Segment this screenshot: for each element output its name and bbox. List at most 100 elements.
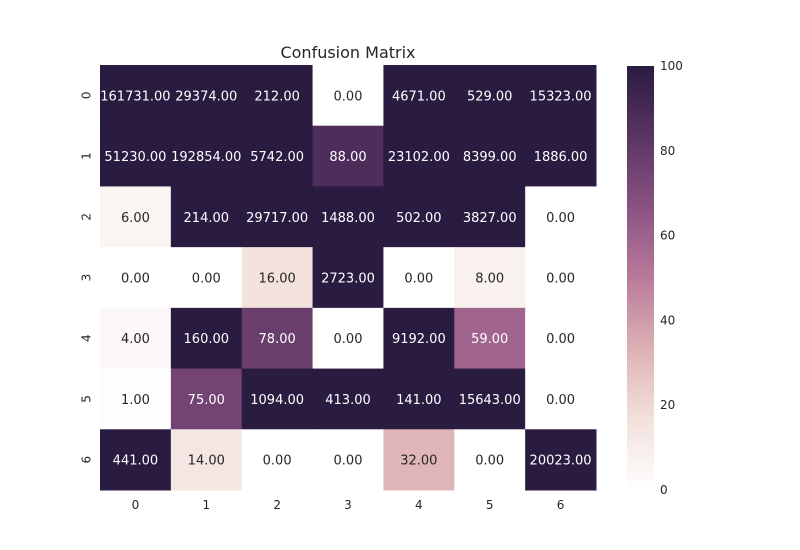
heatmap-cell <box>312 65 384 127</box>
heatmap-cell <box>383 186 455 248</box>
heatmap-cells: 161731.00 29374.00 212.00 0.00 4671.00 529.00… <box>100 65 597 491</box>
cell-value-label: 1488.00 <box>321 211 375 226</box>
x-tick-label: 3 <box>344 498 352 512</box>
y-tick-label: 1 <box>80 152 94 160</box>
heatmap-cell <box>454 125 526 187</box>
y-tick-label: 6 <box>80 456 94 464</box>
cell-value-label: 20023.00 <box>530 454 592 469</box>
cell-value-label: 51230.00 <box>104 150 166 165</box>
cell-value-label: 413.00 <box>325 393 371 408</box>
cell-value-label: 0.00 <box>121 272 150 287</box>
cell-value-label: 0.00 <box>192 272 221 287</box>
heatmap-cell <box>454 65 526 127</box>
heatmap-cell <box>312 186 384 248</box>
x-tick-label: 0 <box>132 498 140 512</box>
heatmap-cell <box>241 307 314 370</box>
heatmap-cell <box>525 368 597 430</box>
heatmap-cell <box>312 429 384 491</box>
cell-value-label: 0.00 <box>546 332 575 347</box>
colorbar-gradient <box>627 66 654 490</box>
cell-value-label: 8399.00 <box>463 150 517 165</box>
heatmap-cell <box>241 247 314 309</box>
heatmap-cell <box>170 247 243 309</box>
cell-value-label: 5742.00 <box>250 150 304 165</box>
cell-value-label: 23102.00 <box>388 150 450 165</box>
heatmap-cell <box>312 125 384 187</box>
heatmap-cell <box>241 125 314 187</box>
heatmap-cell <box>383 307 455 370</box>
heatmap-cell <box>525 307 597 370</box>
heatmap-cell <box>100 307 172 370</box>
cell-value-label: 75.00 <box>188 393 225 408</box>
cell-value-label: 78.00 <box>259 332 296 347</box>
y-tick-label: 3 <box>80 274 94 282</box>
y-tick-label: 4 <box>80 334 94 342</box>
cell-value-label: 6.00 <box>121 211 150 226</box>
colorbar-tick-label: 20 <box>660 398 675 412</box>
cell-value-label: 1094.00 <box>250 393 304 408</box>
cell-value-label: 0.00 <box>334 89 363 104</box>
heatmap-cell <box>383 247 455 309</box>
heatmap-cell <box>454 186 526 248</box>
cell-value-label: 0.00 <box>404 272 433 287</box>
heatmap-cell <box>454 368 526 430</box>
colorbar-tick-label: 60 <box>660 229 675 243</box>
x-tick-label: 1 <box>202 498 210 512</box>
cell-value-label: 88.00 <box>329 150 366 165</box>
cell-value-label: 2723.00 <box>321 272 375 287</box>
cell-value-label: 15323.00 <box>530 89 592 104</box>
cell-value-label: 59.00 <box>471 332 508 347</box>
heatmap-cell <box>454 307 526 370</box>
heatmap-cell <box>170 186 243 248</box>
heatmap-cell <box>525 65 597 127</box>
y-tick-label: 5 <box>80 395 94 403</box>
heatmap-cell <box>170 307 243 370</box>
heatmap-cell <box>454 247 526 309</box>
cell-value-label: 14.00 <box>188 454 225 469</box>
heatmap-cell <box>383 125 455 187</box>
cell-value-label: 1.00 <box>121 393 150 408</box>
cell-value-label: 0.00 <box>334 332 363 347</box>
y-axis-ticks: 0 1 2 3 4 5 6 <box>80 92 94 464</box>
heatmap-cell <box>100 125 172 187</box>
cell-value-label: 502.00 <box>396 211 442 226</box>
cell-value-label: 4671.00 <box>392 89 446 104</box>
heatmap-cell <box>525 247 597 309</box>
heatmap-cell <box>525 125 597 187</box>
colorbar <box>627 66 654 490</box>
cell-value-label: 16.00 <box>259 272 296 287</box>
y-tick-label: 0 <box>80 92 94 100</box>
heatmap-cell <box>312 307 384 370</box>
heatmap-cell <box>170 125 243 187</box>
cell-value-label: 3827.00 <box>463 211 517 226</box>
cell-value-label: 214.00 <box>184 211 230 226</box>
colorbar-ticks: 0 20 40 60 80 100 <box>660 59 683 497</box>
y-tick-label: 2 <box>80 213 94 221</box>
x-axis-ticks: 0 1 2 3 4 5 6 <box>132 498 565 512</box>
heatmap-cell <box>383 368 455 430</box>
heatmap-cell <box>525 186 597 248</box>
colorbar-tick-label: 40 <box>660 313 675 327</box>
cell-value-label: 0.00 <box>546 272 575 287</box>
heatmap-cell <box>241 429 314 491</box>
cell-value-label: 192854.00 <box>171 150 241 165</box>
cell-value-label: 15643.00 <box>459 393 521 408</box>
x-tick-label: 6 <box>557 498 565 512</box>
heatmap-cell <box>454 429 526 491</box>
cell-value-label: 0.00 <box>546 211 575 226</box>
cell-value-label: 441.00 <box>113 454 159 469</box>
cell-value-label: 161731.00 <box>100 89 170 104</box>
cell-value-label: 212.00 <box>254 89 300 104</box>
heatmap-cell <box>100 65 172 127</box>
cell-value-label: 0.00 <box>475 454 504 469</box>
heatmap-cell <box>100 368 172 430</box>
colorbar-tick-label: 100 <box>660 59 683 73</box>
heatmap-cell <box>383 65 455 127</box>
heatmap-cell <box>241 65 314 127</box>
heatmap-cell <box>100 247 172 309</box>
heatmap-cell <box>312 247 384 309</box>
heatmap-cell <box>383 429 455 491</box>
x-tick-label: 2 <box>273 498 281 512</box>
cell-value-label: 29374.00 <box>175 89 237 104</box>
